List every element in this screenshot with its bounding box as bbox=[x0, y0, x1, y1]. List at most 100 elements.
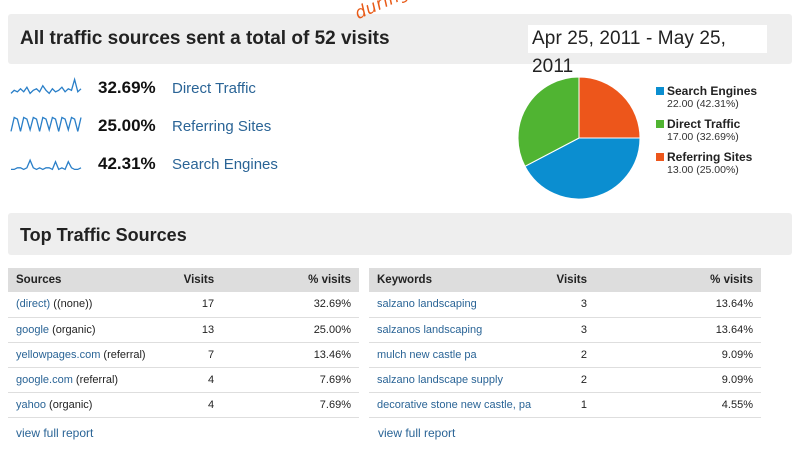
percent-cell: 4.55% bbox=[595, 392, 761, 418]
row-name-cell: yahoo (organic) bbox=[8, 392, 176, 418]
legend-item-search-engines: Search Engines 22.00 (42.31%) bbox=[656, 84, 757, 110]
table-row: salzanos landscaping 3 13.64% bbox=[369, 317, 761, 343]
visits-cell: 13 bbox=[175, 317, 223, 343]
table-row: yahoo (organic) 4 7.69% bbox=[8, 392, 359, 418]
pie-chart-svg bbox=[517, 76, 641, 200]
legend-label: Search Engines bbox=[667, 84, 758, 98]
row-name-cell: salzano landscaping bbox=[369, 292, 545, 318]
legend-swatch bbox=[656, 153, 664, 161]
table-row: google.com (referral) 4 7.69% bbox=[8, 367, 359, 393]
row-name-cell: salzano landscape supply bbox=[369, 367, 545, 393]
page-title: All traffic sources sent a total of 52 v… bbox=[20, 28, 390, 49]
row-link[interactable]: mulch new castle pa bbox=[377, 348, 477, 361]
visits-cell: 2 bbox=[545, 367, 595, 393]
percent-cell: 13.64% bbox=[595, 292, 761, 318]
metric-percent: 42.31% bbox=[98, 154, 156, 173]
percent-cell: 7.69% bbox=[222, 367, 359, 393]
visits-cell: 1 bbox=[545, 392, 595, 418]
row-name-cell: salzanos landscaping bbox=[369, 317, 545, 343]
legend-item-referring-sites: Referring Sites 13.00 (25.00%) bbox=[656, 150, 757, 176]
row-link[interactable]: salzanos landscaping bbox=[377, 323, 483, 336]
row-link[interactable]: (direct) bbox=[16, 298, 51, 311]
row-medium: (referral) bbox=[100, 348, 146, 361]
visits-cell: 2 bbox=[545, 342, 595, 368]
section-bar: Top Traffic Sources bbox=[8, 213, 792, 255]
row-link[interactable]: salzano landscaping bbox=[377, 298, 477, 311]
table-row: salzano landscape supply 2 9.09% bbox=[369, 367, 761, 393]
row-medium: (referral) bbox=[72, 373, 119, 386]
pie-legend: Search Engines 22.00 (42.31%) Direct Tra… bbox=[656, 84, 757, 183]
metric-percent: 25.00% bbox=[98, 116, 156, 135]
row-name-cell: decorative stone new castle, pa bbox=[369, 392, 545, 418]
sources-table: Sources Visits % visits (direct) ((none)… bbox=[8, 268, 359, 418]
row-medium: ((none)) bbox=[50, 298, 93, 311]
row-name-cell: (direct) ((none)) bbox=[8, 292, 176, 318]
table-row: (direct) ((none)) 17 32.69% bbox=[8, 292, 359, 318]
column-header[interactable]: Visits bbox=[545, 268, 595, 292]
column-header[interactable]: Visits bbox=[175, 268, 223, 292]
visits-cell: 17 bbox=[175, 292, 223, 318]
table-row: google (organic) 13 25.00% bbox=[8, 317, 359, 343]
visits-cell: 7 bbox=[175, 342, 223, 368]
sparkline-icon bbox=[10, 116, 82, 133]
column-header[interactable]: Keywords bbox=[369, 268, 545, 292]
legend-swatch bbox=[656, 120, 664, 128]
row-link[interactable]: yahoo bbox=[16, 398, 46, 411]
row-link[interactable]: google.com bbox=[16, 373, 73, 386]
search-engines-link[interactable]: Search Engines bbox=[172, 155, 278, 173]
traffic-pie-chart bbox=[515, 74, 643, 207]
table-row: salzano landscaping 3 13.64% bbox=[369, 292, 761, 318]
column-header[interactable]: % visits bbox=[595, 268, 761, 292]
pie-slice-direct-traffic[interactable] bbox=[517, 76, 580, 168]
date-range[interactable]: Apr 25, 2011 - May 25, 2011 bbox=[528, 25, 767, 77]
metric-search-engines: 42.31% Search Engines bbox=[10, 152, 278, 176]
row-name-cell: google.com (referral) bbox=[8, 367, 176, 393]
row-link[interactable]: google bbox=[16, 323, 50, 336]
row-name-cell: mulch new castle pa bbox=[369, 342, 545, 368]
column-header[interactable]: Sources bbox=[8, 268, 176, 292]
view-full-report-link[interactable]: view full report bbox=[378, 426, 456, 440]
row-medium: (organic) bbox=[49, 323, 96, 336]
legend-label: Direct Traffic bbox=[667, 117, 741, 131]
row-name-cell: google (organic) bbox=[8, 317, 176, 343]
referring-sites-link[interactable]: Referring Sites bbox=[172, 117, 272, 135]
table-row: yellowpages.com (referral) 7 13.46% bbox=[8, 342, 359, 368]
direct-traffic-link[interactable]: Direct Traffic bbox=[172, 79, 256, 97]
row-link[interactable]: yellowpages.com bbox=[16, 348, 101, 361]
view-full-report-link[interactable]: view full report bbox=[16, 426, 94, 440]
sparkline-icon bbox=[10, 77, 82, 95]
percent-cell: 13.64% bbox=[595, 317, 761, 343]
row-name-cell: yellowpages.com (referral) bbox=[8, 342, 176, 368]
column-header[interactable]: % visits bbox=[222, 268, 359, 292]
legend-label: Referring Sites bbox=[667, 150, 753, 164]
header-bar: All traffic sources sent a total of 52 v… bbox=[8, 14, 792, 77]
section-title: Top Traffic Sources bbox=[20, 225, 187, 245]
pie-slice-referring-sites[interactable] bbox=[578, 76, 641, 139]
percent-cell: 9.09% bbox=[595, 342, 761, 368]
pie-slice-search-engines[interactable] bbox=[524, 137, 641, 200]
legend-value: 13.00 (25.00%) bbox=[667, 164, 739, 176]
table-header-row: Sources Visits % visits bbox=[8, 268, 359, 292]
legend-value: 22.00 (42.31%) bbox=[667, 98, 739, 110]
percent-cell: 25.00% bbox=[222, 317, 359, 343]
visits-cell: 4 bbox=[175, 392, 223, 418]
visits-cell: 3 bbox=[545, 317, 595, 343]
visits-cell: 3 bbox=[545, 292, 595, 318]
keywords-table: Keywords Visits % visits salzano landsca… bbox=[369, 268, 761, 418]
percent-cell: 32.69% bbox=[222, 292, 359, 318]
row-medium: (organic) bbox=[45, 398, 93, 411]
visits-cell: 4 bbox=[175, 367, 223, 393]
legend-value: 17.00 (32.69%) bbox=[667, 131, 739, 143]
row-link[interactable]: decorative stone new castle, pa bbox=[377, 398, 532, 411]
legend-item-direct-traffic: Direct Traffic 17.00 (32.69%) bbox=[656, 117, 757, 143]
legend-swatch bbox=[656, 87, 664, 95]
percent-cell: 7.69% bbox=[222, 392, 359, 418]
table-row: mulch new castle pa 2 9.09% bbox=[369, 342, 761, 368]
metric-direct-traffic: 32.69% Direct Traffic bbox=[10, 76, 256, 100]
metric-referring-sites: 25.00% Referring Sites bbox=[10, 114, 271, 138]
metric-percent: 32.69% bbox=[98, 78, 156, 97]
percent-cell: 13.46% bbox=[222, 342, 359, 368]
sparkline-icon bbox=[11, 158, 82, 171]
percent-cell: 9.09% bbox=[595, 367, 761, 393]
row-link[interactable]: salzano landscape supply bbox=[377, 373, 503, 386]
